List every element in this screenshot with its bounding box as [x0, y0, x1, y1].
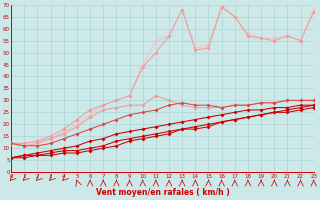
X-axis label: Vent moyen/en rafales ( km/h ): Vent moyen/en rafales ( km/h ) — [96, 188, 229, 197]
